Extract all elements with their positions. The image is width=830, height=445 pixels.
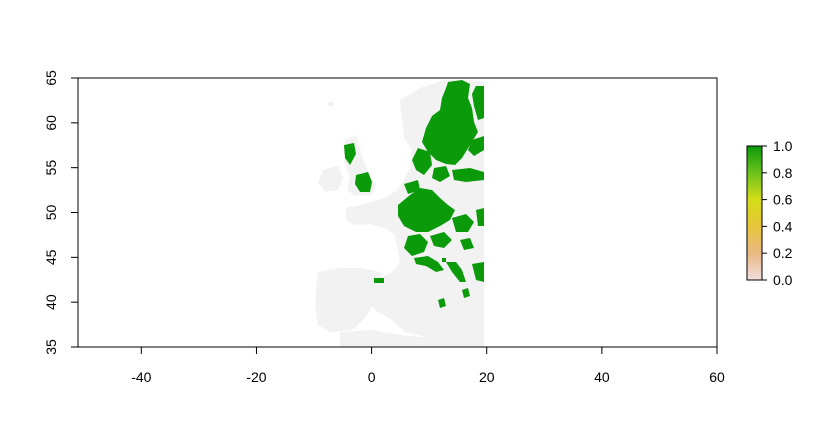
x-tick-label: -40 — [131, 369, 151, 385]
y-tick-label: 65 — [43, 70, 59, 86]
legend-tick-label: 1.0 — [773, 138, 793, 154]
legend-color-bar — [746, 145, 763, 281]
legend-tick-label: 0.6 — [773, 192, 793, 208]
y-tick-label: 55 — [43, 160, 59, 176]
y-tick-label: 35 — [43, 339, 59, 355]
y-tick-label: 50 — [43, 205, 59, 221]
x-tick-label: 0 — [368, 369, 376, 385]
color-legend: 0.0 0.2 0.4 0.6 0.8 1.0 — [746, 138, 793, 288]
y-tick-label: 40 — [43, 294, 59, 310]
y-axis: 35 40 45 50 55 60 65 — [43, 70, 79, 355]
x-axis: -40 -20 0 20 40 60 — [131, 346, 725, 385]
x-tick-label: -20 — [246, 369, 266, 385]
y-tick-label: 60 — [43, 115, 59, 131]
x-tick-label: 60 — [709, 369, 725, 385]
legend-tick-label: 0.2 — [773, 245, 793, 261]
x-tick-label: 20 — [479, 369, 495, 385]
legend-tick-label: 0.8 — [773, 165, 793, 181]
legend-tick-label: 0.4 — [773, 218, 793, 234]
presence-areas — [344, 80, 484, 308]
y-tick-label: 45 — [43, 249, 59, 265]
legend-tick-label: 0.0 — [773, 272, 793, 288]
map-area — [315, 80, 484, 347]
x-tick-label: 40 — [594, 369, 610, 385]
